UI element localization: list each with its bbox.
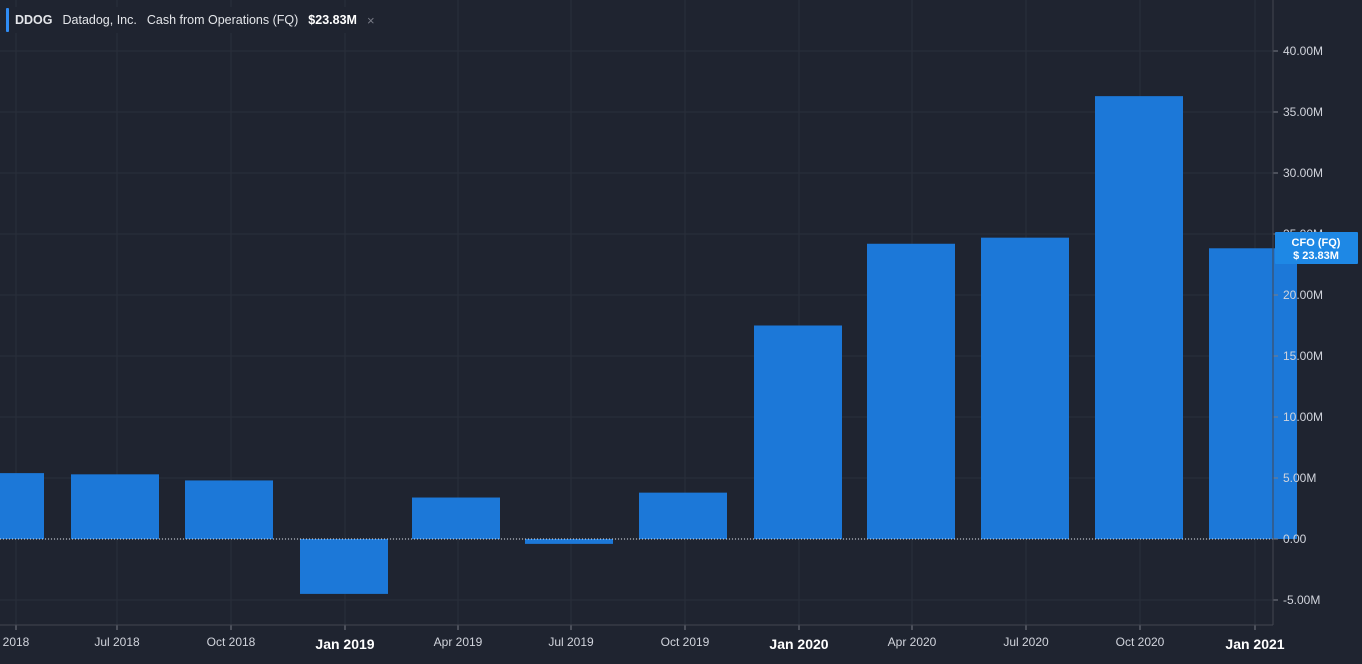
bar-jul-2019[interactable]: [525, 539, 613, 544]
y-tick-label: 0.00: [1283, 532, 1307, 546]
legend-metric: Cash from Operations (FQ): [146, 13, 299, 27]
x-tick-label: 2018: [3, 635, 30, 649]
x-tick-label: Apr 2020: [888, 635, 937, 649]
series-legend[interactable]: DDOG Datadog, Inc. Cash from Operations …: [6, 7, 385, 33]
y-tick-label: 10.00M: [1283, 410, 1323, 424]
bar-jul-2018[interactable]: [71, 474, 159, 539]
bar-oct-2020[interactable]: [1095, 96, 1183, 539]
y-tick-label: 35.00M: [1283, 105, 1323, 119]
y-tick-label: 20.00M: [1283, 288, 1323, 302]
bar-oct-2019[interactable]: [639, 492, 727, 539]
x-tick-label: Oct 2020: [1116, 635, 1165, 649]
bar-apr-2018[interactable]: [0, 473, 44, 539]
legend-accent-bar: [6, 8, 9, 32]
price-tag-label: CFO (FQ): [1292, 237, 1341, 249]
bar-apr-2019[interactable]: [412, 497, 500, 539]
bar-jan-2019[interactable]: [300, 539, 388, 594]
legend-company: Datadog, Inc.: [62, 13, 137, 27]
bar-jan-2020[interactable]: [754, 325, 842, 540]
bar-oct-2018[interactable]: [185, 480, 273, 539]
bar-jul-2020[interactable]: [981, 237, 1069, 539]
price-tag: CFO (FQ) $ 23.83M: [1275, 232, 1358, 264]
y-tick-label: 30.00M: [1283, 166, 1323, 180]
x-tick-label: Jan 2020: [769, 636, 828, 652]
price-tag-box: [1275, 232, 1358, 264]
y-tick-label: 15.00M: [1283, 349, 1323, 363]
x-tick-label: Oct 2018: [207, 635, 256, 649]
axis-layer: 40.00M35.00M30.00M25.00M20.00M15.00M10.0…: [0, 0, 1323, 652]
bars-layer: [0, 96, 1297, 594]
close-icon[interactable]: ×: [366, 12, 375, 28]
x-tick-label: Jan 2019: [315, 636, 374, 652]
x-tick-label: Jul 2020: [1003, 635, 1049, 649]
y-tick-label: 5.00M: [1283, 471, 1316, 485]
legend-symbol[interactable]: DDOG: [15, 13, 53, 27]
x-tick-label: Jul 2019: [548, 635, 594, 649]
y-tick-label: -5.00M: [1283, 593, 1320, 607]
bar-apr-2020[interactable]: [867, 243, 955, 539]
legend-value: $23.83M: [308, 13, 357, 27]
x-tick-label: Oct 2019: [661, 635, 710, 649]
price-tag-value: $ 23.83M: [1293, 250, 1339, 262]
x-tick-label: Jul 2018: [94, 635, 140, 649]
y-tick-label: 40.00M: [1283, 44, 1323, 58]
x-tick-label: Jan 2021: [1225, 636, 1284, 652]
x-tick-label: Apr 2019: [434, 635, 483, 649]
bar-jan-2021[interactable]: [1209, 248, 1297, 540]
